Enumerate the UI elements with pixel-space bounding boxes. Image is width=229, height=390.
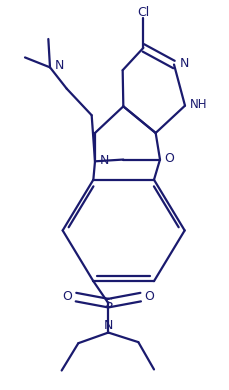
Text: N: N bbox=[104, 319, 113, 332]
Text: O: O bbox=[144, 290, 154, 303]
Text: N: N bbox=[55, 59, 64, 72]
Text: O: O bbox=[164, 152, 174, 165]
Text: NH: NH bbox=[190, 98, 207, 112]
Text: O: O bbox=[62, 290, 72, 303]
Text: N: N bbox=[100, 154, 109, 167]
Text: N: N bbox=[180, 57, 189, 70]
Text: Cl: Cl bbox=[137, 6, 149, 19]
Text: S: S bbox=[104, 297, 112, 310]
